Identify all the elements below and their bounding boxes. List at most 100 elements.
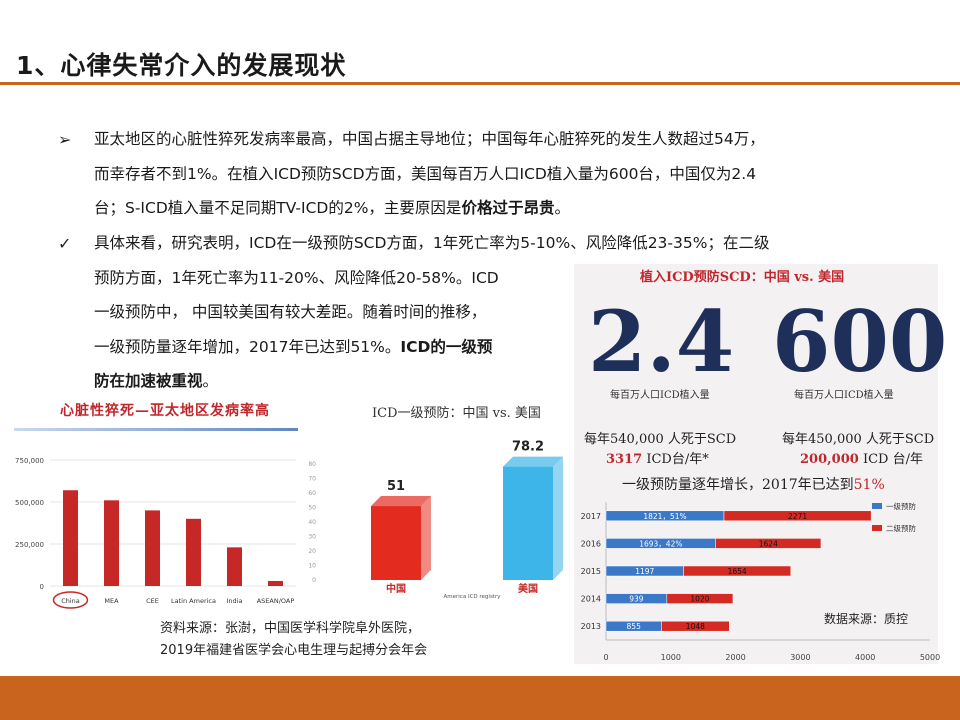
scd-chart-title-rule [14, 428, 298, 431]
trend-x-tick-label: 1000 [661, 653, 681, 662]
icd-bar-side [553, 456, 563, 580]
trend-bar-label: 1048 [686, 622, 705, 631]
bullet-2-line-4: 一级预防量逐年增加，2017年已达到51%。ICD的一级预 [94, 337, 493, 356]
icd-y-tick-label: 50 [308, 505, 316, 512]
scd-bar [63, 490, 78, 586]
trend-y-tick-label: 2013 [581, 622, 601, 631]
bullet-2-text: 具体来看，研究表明，ICD在一级预防SCD方面，1年死亡率为5-10%、风险降低… [94, 226, 924, 399]
trend-bar-segment [683, 565, 791, 577]
trend-y-tick-label: 2015 [581, 567, 601, 576]
trend-x-tick-label: 5000 [920, 653, 940, 662]
trend-bar-label: 1693，42% [639, 539, 682, 548]
scd-chart-title: 心脏性猝死—亚太地区发病率高 [60, 403, 270, 419]
trend-chart-title: 一级预防量逐年增长，2017年已达到51% [622, 477, 885, 493]
source-right: 数据来源：质控 [824, 612, 909, 626]
scd-x-tick-label: India [227, 597, 243, 605]
icd-y-tick-label: 30 [308, 534, 316, 541]
source-left-line-1: 资料来源：张澍，中国医学科学院阜外医院， [160, 621, 421, 636]
china-scd-deaths: 每年540,000 人死于SCD [584, 432, 737, 447]
scd-x-tick-label: China [61, 597, 80, 605]
bullet-2-bold-b: 防在加速被重视 [94, 372, 203, 390]
trend-bar-segment [723, 510, 872, 522]
icd-bar-side [421, 496, 431, 580]
icd-bar-value-label: 78.2 [512, 440, 544, 455]
icd-bar-value-label: 51 [387, 479, 405, 494]
icd-primary-chart: 0 10 20 30 40 50 60 70 80 51 中国 78.2 美国 America ICD r… [308, 440, 563, 600]
highlight-circle [52, 591, 89, 609]
icd-x-tick-label: 中国 [386, 582, 406, 595]
icd-trend-chart: 0 1000 2000 3000 4000 5000 2017 1821，51% 2271 201… [581, 501, 941, 662]
trend-bar-label: 939 [629, 595, 644, 604]
icd-y-tick-label: 0 [312, 577, 316, 584]
bullet-1-line-3: 台；S-ICD植入量不足同期TV-ICD的2%，主要原因是价格过于昂贵。 [94, 199, 570, 217]
scd-bar [268, 580, 283, 586]
scd-y-tick-label: 500,000 [15, 499, 44, 507]
icd-y-tick-label: 40 [308, 519, 316, 526]
bullet-2-line-2: 预防方面，1年死亡率为11-20%、风险降低20-58%。ICD [94, 268, 499, 287]
trend-bar-segment [661, 620, 730, 632]
scd-y-tick-label: 0 [40, 583, 44, 591]
usa-icd-per-year: 200,000 ICD 台/年 [800, 452, 923, 467]
bullet-1-bold: 价格过于昂贵 [461, 199, 555, 217]
trend-x-tick-label: 4000 [855, 653, 875, 662]
trend-bar-segment [666, 593, 734, 604]
icd-x-tick-label: 美国 [518, 582, 538, 595]
bullet-2-bold-a: ICD的一级预 [400, 337, 493, 356]
trend-bar-label: 1654 [728, 567, 747, 576]
usa-rate-caption: 每百万人口ICD植入量 [794, 390, 894, 401]
trend-bar-label: 1624 [759, 539, 778, 548]
trend-bar-label: 1821，51% [643, 512, 686, 521]
scd-x-tick-label: CEE [146, 597, 159, 605]
icd-primary-chart-title: ICD一级预防：中国 vs. 美国 [372, 406, 541, 421]
source-left-line-2: 2019年福建省医学会心电生理与起搏分会年会 [160, 643, 428, 658]
usa-scd-deaths: 每年450,000 人死于SCD [782, 432, 935, 447]
icd-bar [371, 506, 421, 580]
icd-bar-top [371, 496, 431, 507]
trend-bar-label: 1020 [690, 595, 709, 604]
title-divider [0, 82, 960, 85]
trend-x-tick-label: 2000 [725, 653, 745, 662]
bullet-1-text: 亚太地区的心脏性猝死发病率最高，中国占据主导地位；中国每年心脏猝死的发生人数超过… [94, 122, 924, 226]
china-rate-caption: 每百万人口ICD植入量 [610, 390, 710, 401]
icd-bar [503, 466, 553, 580]
trend-x-tick-label: 3000 [790, 653, 810, 662]
scd-bar [145, 510, 160, 586]
bullet-2-line-1: 具体来看，研究表明，ICD在一级预防SCD方面，1年死亡率为5-10%、风险降低… [94, 234, 770, 252]
icd-comparison-title: 植入ICD预防SCD：中国 vs. 美国 [640, 270, 845, 285]
bullet-2-line-3: 一级预防中， 中国较美国有较大差距。随着时间的推移， [94, 303, 487, 321]
icd-y-tick-label: 10 [308, 563, 316, 570]
scd-x-tick-label: MEA [104, 597, 119, 605]
source-left: 资料来源：张澍，中国医学科学院阜外医院， 2019年福建省医学会心电生理与起搏分… [160, 618, 427, 662]
trend-legend-label: 二级预防 [886, 523, 916, 533]
bullet-1-line-1: 亚太地区的心脏性猝死发病率最高，中国占据主导地位；中国每年心脏猝死的发生人数超过… [94, 130, 765, 148]
scd-bar [186, 518, 201, 586]
scd-bar [104, 500, 119, 586]
icd-bar-top [503, 456, 563, 467]
scd-y-tick-label: 750,000 [15, 457, 44, 465]
trend-bar-label: 2271 [788, 512, 807, 521]
trend-legend-swatch [872, 503, 882, 509]
china-icd-rate: 2.4 [588, 292, 735, 391]
bullet-2-line-5: 防在加速被重视。 [94, 372, 219, 390]
trend-legend-swatch [872, 525, 882, 531]
china-icd-per-year: 3317 ICD台/年* [606, 452, 709, 467]
icd-y-tick-label: 80 [308, 461, 316, 468]
icd-y-tick-label: 60 [308, 490, 316, 497]
slide-title: 1、心律失常介入的发展现状 [16, 51, 347, 80]
trend-x-tick-label: 0 [603, 653, 608, 662]
icd-y-tick-label: 70 [308, 476, 316, 483]
scd-y-tick-label: 250,000 [15, 541, 44, 549]
trend-y-tick-label: 2017 [581, 512, 601, 521]
trend-bar-label: 1197 [635, 567, 654, 576]
trend-y-tick-label: 2014 [581, 595, 601, 604]
icd-y-tick-label: 20 [308, 548, 316, 555]
scd-bar [227, 547, 242, 586]
bullet-check-icon: ✓ [58, 234, 72, 253]
trend-bar-segment [715, 538, 822, 549]
bullet-1-line-2: 而幸存者不到1%。在植入ICD预防SCD方面，美国每百万人口ICD植入量为600… [94, 164, 757, 183]
trend-legend-label: 一级预防 [886, 501, 916, 511]
icd-registry-note: America ICD registry [444, 594, 502, 600]
scd-x-tick-label: ASEAN/OAP [257, 597, 295, 605]
trend-y-tick-label: 2016 [581, 539, 601, 548]
footer-band [0, 676, 960, 720]
